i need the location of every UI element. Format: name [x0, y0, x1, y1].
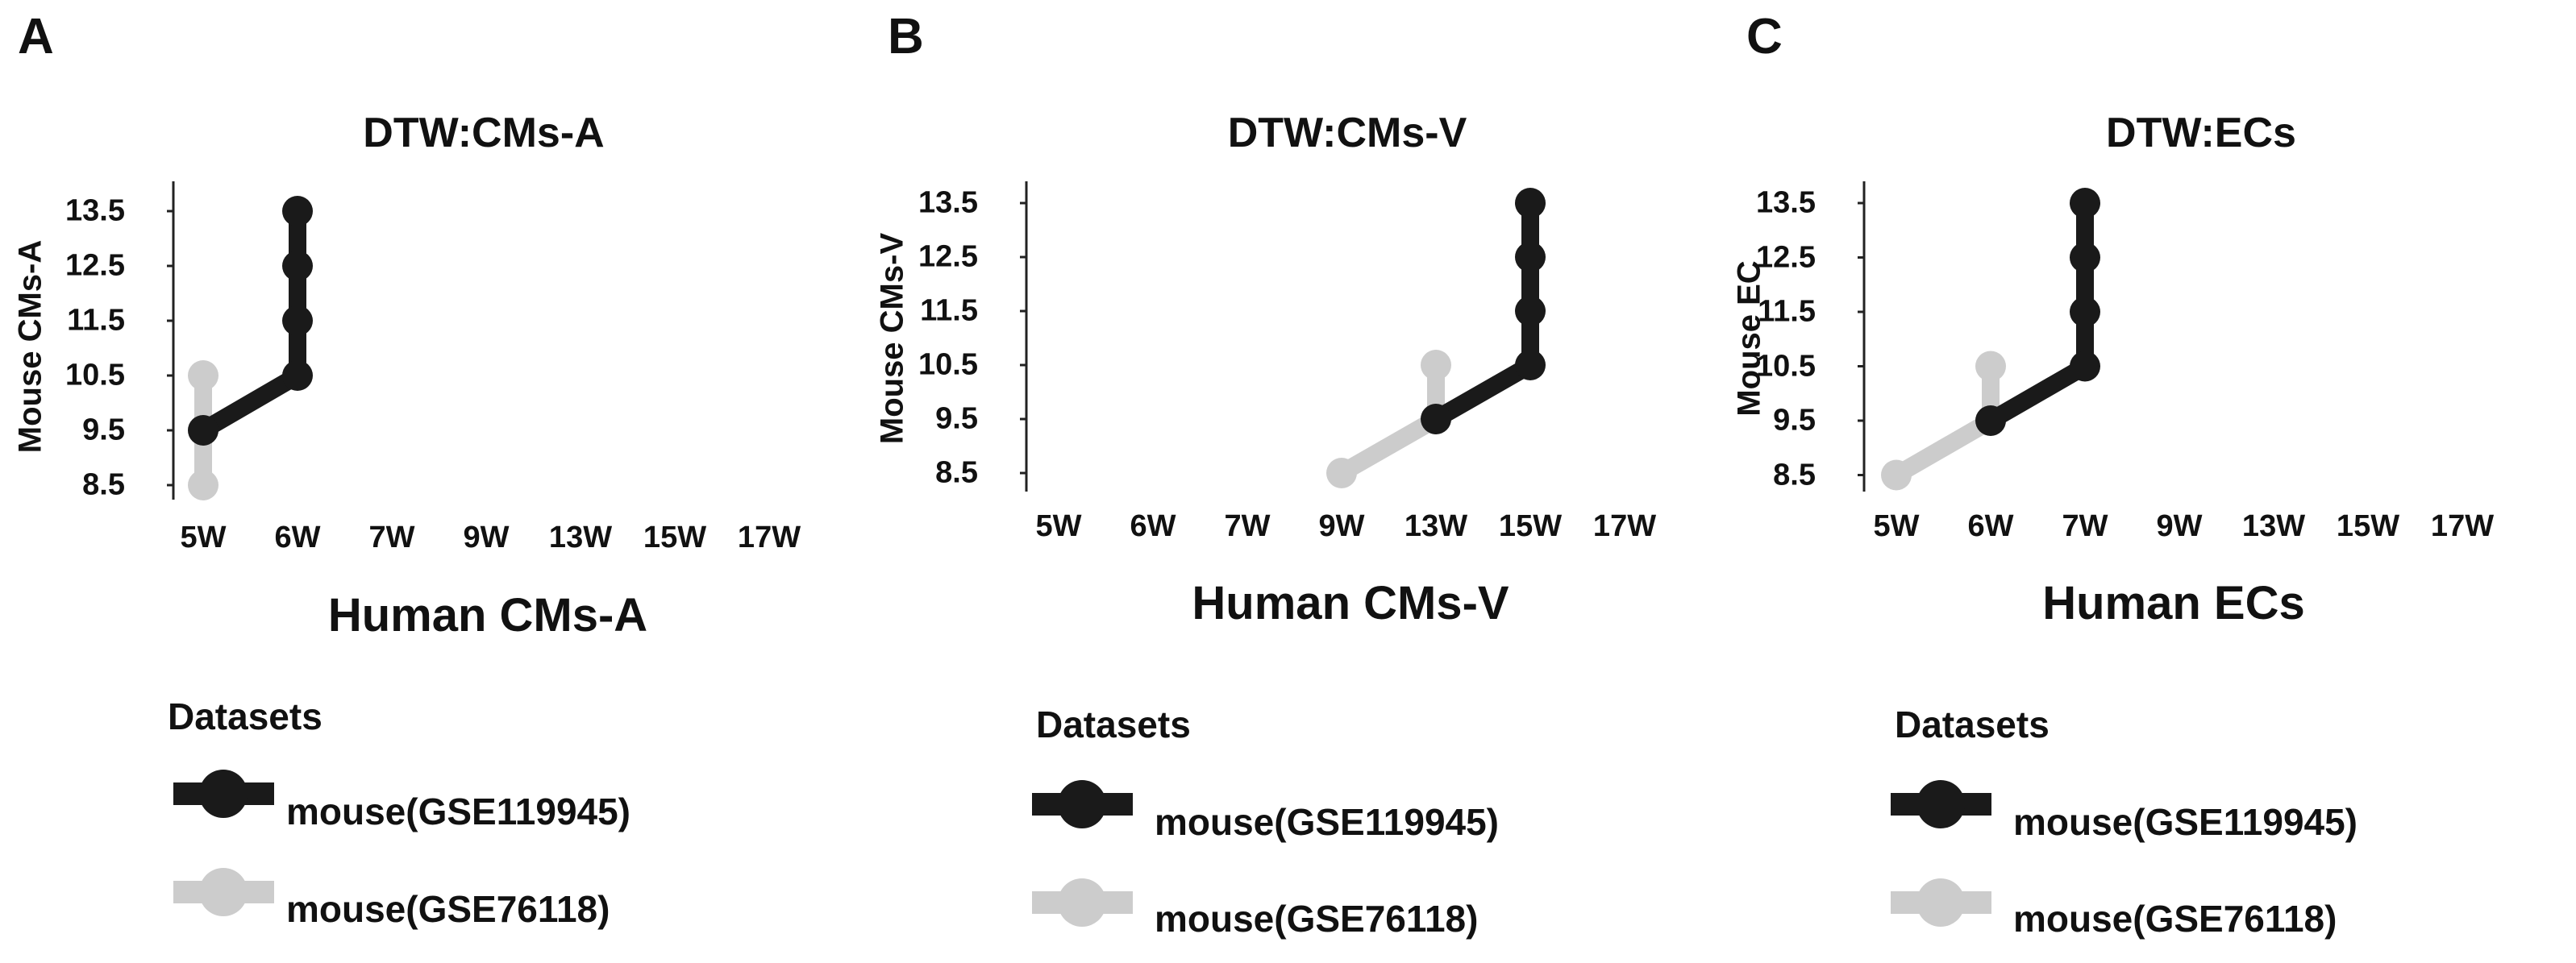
data-point — [282, 360, 313, 391]
y-tick-label: 12.5 — [918, 239, 978, 274]
data-point — [1515, 188, 1546, 218]
legend-key-point — [199, 770, 248, 818]
data-point — [1326, 458, 1357, 488]
data-point — [282, 196, 313, 226]
y-tick-label: 8.5 — [82, 467, 125, 502]
y-tick-label: 9.5 — [82, 413, 125, 447]
data-point — [2070, 188, 2100, 218]
data-point — [282, 305, 313, 336]
legend-label-gse76118: mouse(GSE76118) — [2013, 898, 2337, 940]
plot-title: DTW:CMs-A — [363, 110, 605, 156]
data-point — [1515, 296, 1546, 326]
legend-label-gse119945: mouse(GSE119945) — [2013, 801, 2358, 843]
x-tick-label: 15W — [1498, 509, 1563, 543]
x-tick-label: 6W — [1967, 509, 2014, 543]
x-tick-label: 6W — [1130, 509, 1176, 543]
plot-area — [1858, 181, 2100, 927]
x-tick-label: 17W — [737, 521, 801, 554]
data-point — [188, 470, 218, 500]
data-point — [1881, 459, 1912, 491]
data-point — [1515, 242, 1546, 272]
panel-b: B DTW:CMs-V Mouse CMs-V Human CMs-V Data… — [859, 0, 1717, 963]
x-tick-label: 9W — [463, 521, 510, 554]
legend-key-point — [1916, 780, 1965, 828]
panel-letter: A — [18, 9, 54, 64]
legend-key-point — [1058, 878, 1106, 927]
data-point — [1975, 405, 2006, 436]
y-tick-label: 10.5 — [918, 347, 978, 382]
x-tick-label: 15W — [643, 521, 707, 554]
legend-key-point — [1916, 878, 1965, 927]
legend-label-gse119945: mouse(GSE119945) — [1155, 801, 1500, 843]
x-tick-label: 7W — [368, 521, 415, 554]
legend-label-gse76118: mouse(GSE76118) — [1155, 898, 1479, 940]
data-point — [1421, 350, 1451, 380]
panel-c: C DTW:ECs Mouse EC Human ECs Datasets mo… — [1717, 0, 2576, 963]
y-tick-label: 9.5 — [935, 401, 978, 436]
y-tick-label: 12.5 — [1756, 240, 1816, 274]
data-point — [2070, 351, 2100, 382]
x-tick-label: 9W — [2156, 509, 2203, 543]
y-tick-label: 10.5 — [65, 358, 125, 392]
panel-a: A DTW:CMs-A Mouse CMs-A Human CMs-A Data… — [0, 0, 859, 963]
plot-title: DTW:CMs-V — [1227, 110, 1467, 156]
legend-label-gse119945: mouse(GSE119945) — [286, 791, 631, 832]
y-tick-label: 13.5 — [1756, 185, 1816, 220]
data-point — [188, 360, 218, 391]
x-tick-label: 6W — [274, 521, 321, 554]
y-tick-label: 8.5 — [1773, 458, 1816, 492]
x-tick-label: 13W — [2241, 509, 2306, 543]
legend-title: Datasets — [1895, 704, 2050, 745]
data-point — [2070, 297, 2100, 327]
x-axis-title: Human CMs-V — [1192, 577, 1509, 629]
legend-title: Datasets — [168, 695, 323, 737]
plot-area — [167, 181, 313, 916]
x-tick-label: 5W — [180, 521, 227, 554]
y-tick-label: 12.5 — [65, 248, 125, 283]
y-tick-label: 11.5 — [1758, 294, 1816, 329]
legend-title: Datasets — [1036, 704, 1191, 745]
x-tick-label: 17W — [2430, 509, 2495, 543]
plot-area — [1020, 181, 1546, 927]
data-point — [282, 251, 313, 281]
x-tick-label: 5W — [1035, 509, 1082, 543]
x-axis-title: Human CMs-A — [327, 589, 648, 641]
panel-letter: B — [888, 9, 924, 64]
x-tick-label: 7W — [2062, 509, 2108, 543]
legend-label-gse76118: mouse(GSE76118) — [286, 888, 610, 930]
data-point — [2070, 242, 2100, 273]
x-tick-label: 13W — [1404, 509, 1468, 543]
x-tick-label: 9W — [1318, 509, 1365, 543]
x-tick-label: 7W — [1224, 509, 1271, 543]
y-tick-label: 10.5 — [1756, 349, 1816, 383]
y-tick-label: 11.5 — [67, 303, 125, 338]
x-tick-label: 13W — [548, 521, 613, 554]
data-point — [188, 415, 218, 446]
x-tick-label: 15W — [2336, 509, 2400, 543]
data-point — [1515, 350, 1546, 380]
data-point — [1421, 404, 1451, 434]
y-tick-label: 13.5 — [65, 193, 125, 228]
plot-title: DTW:ECs — [2106, 110, 2296, 156]
x-tick-label: 5W — [1873, 509, 1920, 543]
y-tick-label: 8.5 — [935, 455, 978, 490]
panel-letter: C — [1746, 9, 1783, 64]
legend-key-point — [1058, 780, 1106, 828]
y-tick-label: 13.5 — [918, 185, 978, 220]
y-tick-label: 9.5 — [1773, 403, 1816, 438]
legend-key-point — [199, 868, 248, 916]
x-tick-label: 17W — [1592, 509, 1657, 543]
x-axis-title: Human ECs — [2042, 577, 2305, 629]
y-tick-label: 11.5 — [920, 293, 978, 328]
data-point — [1975, 351, 2006, 382]
